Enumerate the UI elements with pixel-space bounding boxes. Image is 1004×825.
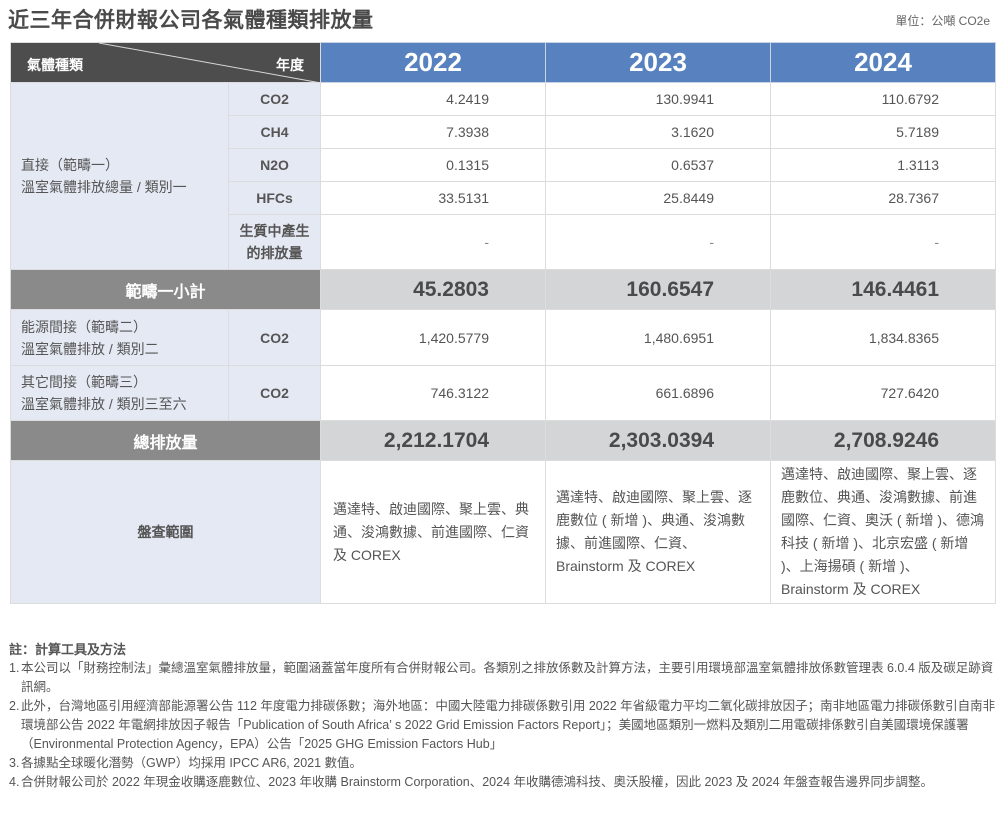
total-label: 總排放量	[10, 420, 321, 461]
header-corner-cell: 氣體種類 年度	[10, 42, 321, 83]
scope1-category-line2: 溫室氣體排放總量 / 類別一	[21, 179, 187, 195]
value-cell: 727.6420	[770, 365, 996, 421]
diagonal-divider	[98, 43, 316, 82]
value-cell: 0.1315	[320, 148, 546, 182]
gas-label: CO2	[228, 309, 321, 366]
value-cell: 0.6537	[545, 148, 771, 182]
value-cell: 130.9941	[545, 82, 771, 116]
footnote-item: 3. 各據點全球暖化潛勢（GWP）均採用 IPCC AR6, 2021 數值。	[9, 754, 999, 773]
value-cell: 25.8449	[545, 181, 771, 215]
gas-label: CH4	[228, 115, 321, 149]
inventory-scope-row: 盤查範圍 邁達特、啟迪國際、聚上雲、典通、浚鴻數據、前進國際、仁資及 COREX…	[10, 460, 996, 604]
biomass-label-line2: 的排放量	[246, 245, 303, 261]
footnote-text: 各據點全球暖化潛勢（GWP）均採用 IPCC AR6, 2021 數值。	[21, 756, 363, 770]
subtotal-value: 45.2803	[320, 269, 546, 310]
inventory-scope-2023: 邁達特、啟迪國際、聚上雲、逐鹿數位 ( 新增 )、典通、浚鴻數據、前進國際、仁資…	[545, 460, 771, 604]
value-cell: -	[320, 214, 546, 270]
gas-label: N2O	[228, 148, 321, 182]
footnote-item: 1. 本公司以「財務控制法」彙總溫室氣體排放量，範圍涵蓋當年度所有合併財報公司。…	[9, 659, 999, 697]
scope3-category-line2: 溫室氣體排放 / 類別三至六	[21, 396, 187, 412]
scope1-category: 直接（範疇一） 溫室氣體排放總量 / 類別一	[10, 82, 229, 270]
value-cell: 3.1620	[545, 115, 771, 149]
value-cell: 28.7367	[770, 181, 996, 215]
unit-label: 單位：公噸 CO2e	[895, 14, 990, 28]
scope3-row: 其它間接（範疇三） 溫室氣體排放 / 類別三至六 CO2 746.3122 66…	[10, 365, 996, 421]
value-cell: -	[545, 214, 771, 270]
value-cell: 1,480.6951	[545, 309, 771, 366]
total-value: 2,708.9246	[770, 420, 996, 461]
footnote-item: 4. 合併財報公司於 2022 年現金收購逐鹿數位、2023 年收購 Brain…	[9, 773, 999, 792]
header-row: 氣體種類 年度 2022 2023 2024	[10, 42, 996, 83]
value-cell: 1.3113	[770, 148, 996, 182]
table-row: 直接（範疇一） 溫室氣體排放總量 / 類別一 CO2 4.2419 130.99…	[10, 82, 996, 270]
total-value: 2,212.1704	[320, 420, 546, 461]
footnote-number: 2.	[9, 699, 20, 713]
value-cell: -	[770, 214, 996, 270]
value-cell: 33.5131	[320, 181, 546, 215]
scope2-row: 能源間接（範疇二） 溫室氣體排放 / 類別二 CO2 1,420.5779 1,…	[10, 309, 996, 366]
scope1-subtotal-label: 範疇一小計	[10, 269, 321, 310]
gas-label: CO2	[228, 365, 321, 421]
footnote-number: 3.	[9, 756, 20, 770]
value-cell: 1,834.8365	[770, 309, 996, 366]
scope2-category: 能源間接（範疇二） 溫室氣體排放 / 類別二	[10, 309, 229, 366]
scope3-category-line1: 其它間接（範疇三）	[21, 374, 147, 390]
value-cell: 4.2419	[320, 82, 546, 116]
footnote-text: 此外，台灣地區引用經濟部能源署公告 112 年度電力排碳係數；海外地區：中國大陸…	[21, 699, 996, 751]
footnote-item: 2. 此外，台灣地區引用經濟部能源署公告 112 年度電力排碳係數；海外地區：中…	[9, 697, 999, 754]
subtotal-row: 範疇一小計 45.2803 160.6547 146.4461	[10, 269, 996, 310]
value-cell: 661.6896	[545, 365, 771, 421]
footnote-number: 1.	[9, 661, 20, 675]
value-cell: 110.6792	[770, 82, 996, 116]
table-row: N2O 0.1315 0.6537 1.3113	[11, 148, 996, 182]
value-cell: 1,420.5779	[320, 309, 546, 366]
value-cell: 7.3938	[320, 115, 546, 149]
gas-label: HFCs	[228, 181, 321, 215]
inventory-scope-2022: 邁達特、啟迪國際、聚上雲、典通、浚鴻數據、前進國際、仁資及 COREX	[320, 460, 546, 604]
biomass-label-line1: 生質中產生	[239, 223, 310, 239]
year-2024-header: 2024	[770, 42, 996, 83]
scope2-category-line2: 溫室氣體排放 / 類別二	[21, 340, 159, 357]
value-cell: 5.7189	[770, 115, 996, 149]
footnote-text: 本公司以「財務控制法」彙總溫室氣體排放量，範圍涵蓋當年度所有合併財報公司。各類別…	[21, 661, 994, 694]
scope1-category-line1: 直接（範疇一）	[21, 157, 119, 173]
year-2023-header: 2023	[545, 42, 771, 83]
year-2022-header: 2022	[320, 42, 546, 83]
scope2-category-line1: 能源間接（範疇二）	[21, 318, 147, 335]
emissions-table: 氣體種類 年度 2022 2023 2024 直接（範疇一） 溫室氣體排放總量 …	[10, 42, 996, 604]
value-cell: 746.3122	[320, 365, 546, 421]
gas-type-header: 氣體種類	[27, 57, 83, 73]
subtotal-value: 146.4461	[770, 269, 996, 310]
table-row: 生質中產生 的排放量 - - -	[11, 214, 996, 270]
inventory-scope-2024: 邁達特、啟迪國際、聚上雲、逐鹿數位、典通、浚鴻數據、前進國際、仁資、奧沃 ( 新…	[770, 460, 996, 604]
year-header: 年度	[276, 57, 304, 73]
page-title: 近三年合併財報公司各氣體種類排放量	[8, 9, 374, 32]
footnotes: 註：計算工具及方法 1. 本公司以「財務控制法」彙總溫室氣體排放量，範圍涵蓋當年…	[9, 640, 999, 792]
scope3-category: 其它間接（範疇三） 溫室氣體排放 / 類別三至六	[10, 365, 229, 421]
total-row: 總排放量 2,212.1704 2,303.0394 2,708.9246	[10, 420, 996, 461]
gas-label: CO2	[228, 82, 321, 116]
footnote-text: 合併財報公司於 2022 年現金收購逐鹿數位、2023 年收購 Brainsto…	[21, 775, 934, 789]
subtotal-value: 160.6547	[545, 269, 771, 310]
inventory-scope-label: 盤查範圍	[10, 460, 321, 604]
footnotes-title: 註：計算工具及方法	[9, 642, 127, 657]
footnote-number: 4.	[9, 775, 20, 789]
total-value: 2,303.0394	[545, 420, 771, 461]
gas-label-biomass: 生質中產生 的排放量	[228, 214, 321, 270]
